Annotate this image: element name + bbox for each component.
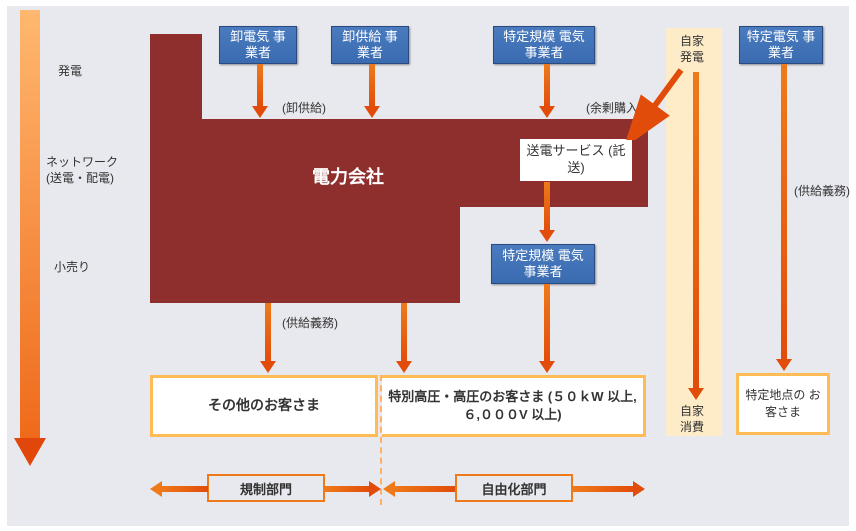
self-consume-label: 自家 消費 (680, 404, 704, 435)
maroon-lower (150, 205, 460, 303)
sector-liberalized: 自由化部門 (455, 474, 573, 502)
sector-regulated: 規制部門 (207, 474, 325, 502)
arrow-reg-left (150, 482, 208, 496)
arrow-supply1 (260, 303, 276, 375)
cust-hv: 特別高圧・高圧のお客さま (５０ｋW 以上, ６,０００V 以上) (382, 375, 646, 437)
box-specified-electric: 特定電気 事業者 (739, 26, 823, 64)
lbl-wholesale-supply: (卸供給) (282, 99, 326, 116)
lbl-supply-obligation-right: (供給義務) (794, 182, 850, 199)
arrow-reg-right (325, 482, 381, 496)
box-pps-top: 特定規模 電気事業者 (493, 26, 595, 64)
arrow-self (688, 72, 704, 402)
box-transmission-service: 送電サービス (託送) (519, 138, 633, 182)
arrow-a2 (364, 64, 380, 120)
cust-specific-point: 特定地点の お客さま (736, 373, 830, 435)
arrow-pps-cust (539, 284, 555, 375)
box-wholesale-supply: 卸供給 事業者 (331, 26, 409, 64)
arrow-lib-left (383, 482, 455, 496)
self-gen-label: 自家 発電 (680, 34, 704, 65)
lbl-supply-obligation: (供給義務) (282, 314, 338, 331)
arrow-ts-pps (539, 182, 555, 244)
main-block-label: 電力会社 (312, 163, 384, 189)
cust-other: その他のお客さま (150, 375, 378, 437)
diagram-root: 発電 ネットワーク (送電・配電) 小売り 電力会社 自家 発電 自家 消費 卸… (0, 0, 856, 531)
arrow-specific (776, 64, 792, 373)
arrow-a3 (539, 64, 555, 120)
box-pps-mid: 特定規模 電気事業者 (491, 244, 595, 284)
layer-network-label: ネットワーク (送電・配電) (46, 155, 118, 186)
layer-generation-label: 発電 (58, 62, 82, 79)
layer-retail-label: 小売り (54, 258, 90, 275)
arrow-supply2 (396, 303, 412, 375)
maroon-step (150, 34, 202, 124)
arrow-surplus (626, 68, 690, 140)
box-wholesale-electric: 卸電気 事業者 (219, 26, 297, 64)
arrow-a1 (252, 64, 268, 120)
arrow-lib-right (573, 482, 647, 496)
